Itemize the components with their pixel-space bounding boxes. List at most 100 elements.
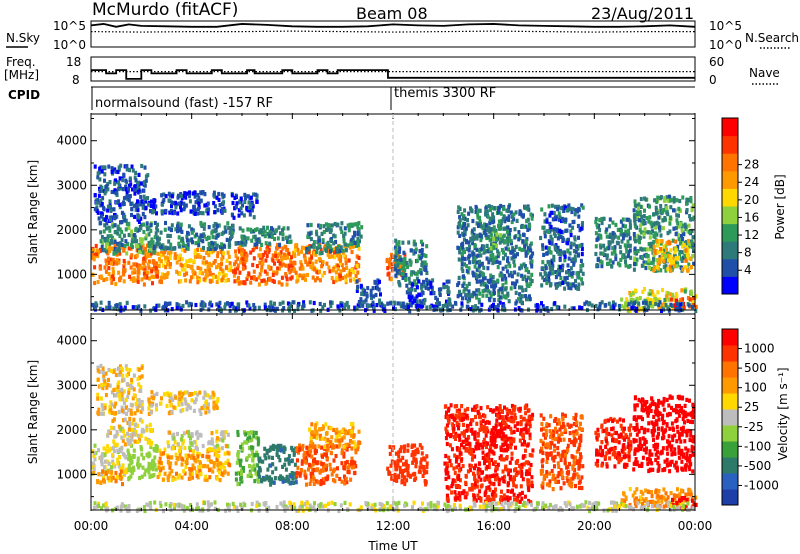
power-cells-cell bbox=[459, 292, 463, 297]
freq-lines bbox=[91, 69, 695, 80]
power-cells-cell bbox=[344, 258, 348, 263]
power-cells-cell bbox=[573, 235, 577, 240]
power-cells-cell bbox=[634, 261, 638, 267]
power-cells-cell bbox=[393, 307, 397, 312]
power-cells-cell bbox=[577, 286, 581, 291]
power-cells-cell bbox=[237, 281, 241, 286]
power-cells-cell bbox=[395, 242, 399, 247]
power-cells-cell bbox=[371, 300, 375, 305]
power-cells-cell bbox=[412, 270, 415, 275]
velocity-cells-cell bbox=[156, 474, 160, 480]
power-cells-cell bbox=[120, 242, 124, 247]
power-cells-cell bbox=[182, 207, 186, 212]
velocity-cells-cell bbox=[326, 476, 330, 481]
power-cells-cell bbox=[234, 259, 238, 264]
power-cells-cell bbox=[247, 303, 251, 308]
power-cells-cell bbox=[124, 227, 128, 232]
power-cells-cell bbox=[542, 252, 546, 257]
velocity-cells-cell bbox=[133, 432, 137, 437]
velocity-cells-cell bbox=[284, 467, 288, 472]
velocity-cells-cell bbox=[346, 469, 350, 474]
power-cells-cell bbox=[504, 226, 508, 231]
power-cells-cell bbox=[124, 178, 128, 183]
power-cells-cell bbox=[121, 187, 125, 192]
power-cells-cell bbox=[351, 244, 355, 249]
power-cells-cell bbox=[114, 178, 118, 183]
velocity-cells-cell bbox=[150, 395, 154, 400]
velocity-cells-cell bbox=[100, 462, 104, 467]
power-cells-cell bbox=[524, 242, 528, 247]
power-cells-cell bbox=[94, 301, 98, 306]
power-cells-cell bbox=[216, 276, 220, 281]
power-cells-cell bbox=[150, 274, 154, 279]
velocity-cells-cell bbox=[200, 406, 204, 411]
power-cells-cell bbox=[261, 261, 265, 266]
power-cells-cell bbox=[657, 221, 661, 227]
power-cells-cell bbox=[106, 208, 110, 213]
velocity-cells-cell bbox=[221, 434, 225, 439]
power-cells-cell bbox=[481, 279, 485, 284]
power-cells-cell bbox=[694, 308, 698, 314]
power-cells-cell bbox=[658, 228, 662, 233]
power-cells-cell bbox=[342, 233, 346, 239]
velocity-cells-cell bbox=[173, 476, 177, 481]
power-cells-cell bbox=[193, 190, 197, 195]
power-cells-cell bbox=[210, 278, 214, 283]
velocity-cells-cell bbox=[211, 469, 215, 474]
power-cells-cell bbox=[347, 304, 351, 310]
power-cells-cell bbox=[188, 190, 191, 195]
power-cells-cell bbox=[574, 244, 578, 249]
velocity-cells-cell bbox=[136, 459, 140, 464]
velocity-cells-cell bbox=[224, 430, 228, 435]
velocity-cells-cell bbox=[102, 446, 106, 451]
power-cells-cell bbox=[620, 239, 624, 244]
power-cells-cell bbox=[396, 301, 400, 306]
power-cells-cell bbox=[477, 223, 481, 228]
power-cells-cell bbox=[266, 225, 269, 230]
power-cells-cell bbox=[371, 303, 375, 308]
velocity-cells-cell bbox=[117, 380, 121, 385]
power-cells-cell bbox=[506, 233, 510, 238]
velocity-cells-cell bbox=[127, 456, 131, 461]
velocity-cells-cell bbox=[274, 444, 278, 449]
velocity-cells-cell bbox=[181, 439, 185, 444]
power-cells-cell bbox=[318, 278, 322, 283]
power-cells-cell bbox=[577, 253, 580, 258]
velocity-cells-cell bbox=[150, 390, 154, 395]
power-cells-cell bbox=[496, 278, 500, 283]
power-cells-cell bbox=[417, 304, 421, 309]
velocity-cells-cell bbox=[112, 439, 116, 444]
power-cells-cell bbox=[633, 199, 637, 204]
power-cells-cell bbox=[137, 249, 141, 254]
velocity-cells-cell bbox=[207, 402, 210, 407]
power-cells-cell bbox=[131, 305, 135, 310]
power-cells-cell bbox=[520, 273, 524, 278]
power-cells-cell bbox=[466, 299, 470, 304]
velocity-cells-cell bbox=[251, 451, 254, 456]
power-cells-cell bbox=[571, 225, 575, 230]
velocity-cells-cell bbox=[210, 431, 214, 436]
power-cells-cell bbox=[280, 282, 284, 287]
velocity-cells-cell bbox=[298, 443, 301, 448]
power-cells-cell bbox=[502, 304, 506, 309]
power-cells-cell bbox=[652, 222, 656, 227]
power-cells-cell bbox=[502, 206, 506, 211]
power-cells-cell bbox=[659, 247, 663, 252]
power-cells-cell bbox=[673, 253, 677, 259]
power-cells-cell bbox=[151, 260, 155, 265]
power-cells-cell bbox=[228, 308, 232, 313]
power-cells-cell bbox=[545, 280, 549, 286]
power-cells-cell bbox=[200, 234, 204, 239]
power-cells-cell bbox=[460, 242, 464, 247]
velocity-cells-cell bbox=[236, 432, 240, 437]
power-cells-cell bbox=[525, 297, 528, 302]
power-cells-cell bbox=[655, 220, 659, 225]
power-cells-cell bbox=[445, 299, 448, 304]
power-cells-cell bbox=[550, 203, 554, 208]
range-tick-label: 2000 bbox=[56, 223, 87, 237]
power-cells-cell bbox=[152, 250, 156, 255]
power-cells-cell bbox=[136, 279, 140, 284]
velocity-cells-cell bbox=[168, 430, 172, 435]
power-cells-cell bbox=[325, 227, 328, 233]
power-cells-cell bbox=[401, 240, 405, 245]
